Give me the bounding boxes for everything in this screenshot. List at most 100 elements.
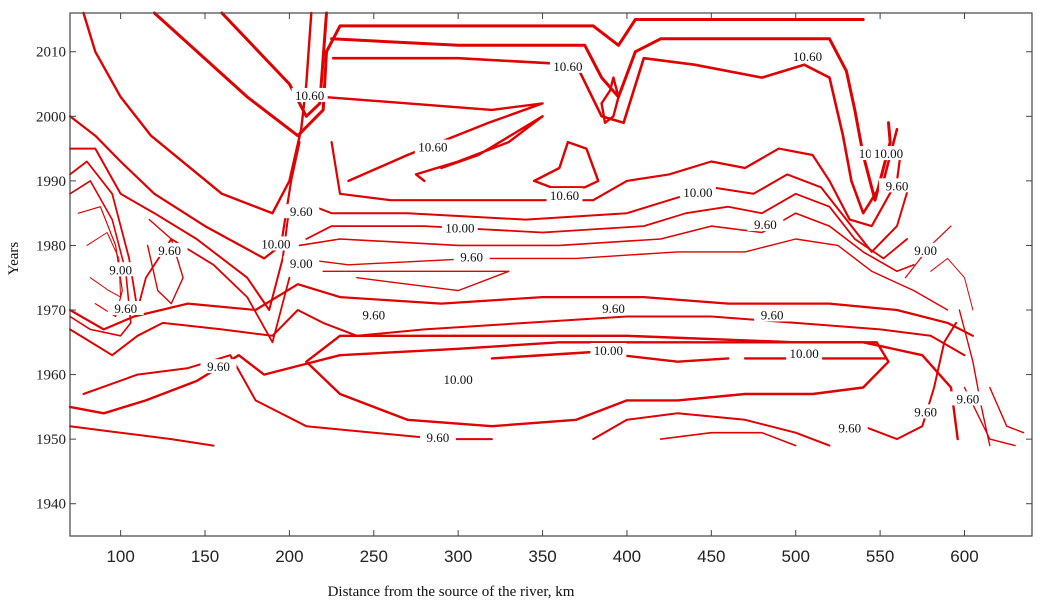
contour-line (989, 386, 1025, 434)
contour-line (68, 115, 301, 260)
contour-label: 9.60 (362, 307, 385, 322)
contour-labels: 10.6010.6010.6010.6010.6010.6010.009.601… (102, 49, 986, 445)
x-tick-label: 350 (528, 547, 556, 566)
contour-label-bg (283, 204, 320, 219)
contour-line (305, 192, 908, 260)
x-tick-label: 250 (360, 547, 388, 566)
contour-line (69, 180, 132, 337)
contour-label-bg (786, 346, 823, 361)
contour-label-bg (414, 139, 451, 154)
contour-label: 9.60 (207, 359, 230, 374)
x-axis: 100 150 200 250 300 350 400 450 500 550 600 (106, 13, 979, 566)
contour-label-bg (590, 342, 627, 357)
contour-line (600, 76, 620, 124)
contour-label-bg (549, 58, 586, 73)
contour-label-bg (789, 49, 826, 64)
contour-line (69, 160, 291, 344)
contour-line (69, 147, 291, 311)
contour-label: 9.00 (290, 256, 313, 271)
contour-label: 9.00 (109, 262, 132, 277)
x-tick-label: 100 (106, 547, 134, 566)
y-tick-label: 1940 (36, 497, 66, 513)
contour-line (146, 218, 184, 305)
contour-label: 10.00 (444, 372, 473, 387)
contour-label-bg (754, 307, 791, 322)
plot-frame (69, 12, 1033, 537)
contour-label-bg (107, 301, 144, 316)
contour-label: 10.00 (874, 146, 903, 161)
contour-label-bg (355, 307, 392, 322)
contour-label: 10.00 (594, 343, 623, 358)
contour-line (862, 321, 958, 441)
contour-label: 9.60 (914, 404, 937, 419)
contour-label: 9.60 (761, 307, 784, 322)
contour-label: 9.60 (754, 217, 777, 232)
x-tick-label: 300 (444, 547, 472, 566)
contour-label-bg (440, 372, 477, 387)
y-axis-title: Years (6, 242, 22, 276)
y-tick-label: 2010 (36, 45, 66, 61)
contour-label: 9.00 (914, 243, 937, 258)
contour-label: 9.60 (460, 249, 483, 264)
x-tick-label: 550 (866, 547, 894, 566)
contour-label: 9.60 (838, 420, 861, 435)
contour-line (298, 212, 915, 273)
contour-label: 9.60 (602, 301, 625, 316)
contour-line (322, 270, 510, 292)
contour-label-bg (870, 146, 907, 161)
contour-label-bg (679, 184, 716, 199)
contour-label-bg (291, 87, 328, 102)
contour-label: 9.60 (114, 301, 137, 316)
x-tick-label: 150 (191, 547, 219, 566)
contour-line (313, 173, 912, 253)
contour-label: 9.60 (427, 430, 450, 445)
contour-label: 9.60 (158, 243, 181, 258)
contour-label-bg (151, 242, 188, 257)
contour-label-bg (200, 359, 237, 374)
contour-line (68, 341, 959, 441)
contour-line (332, 56, 899, 215)
x-tick-label: 400 (613, 547, 641, 566)
x-tick-label: 450 (697, 547, 725, 566)
contour-label-bg (907, 242, 944, 257)
contour-label-bg (747, 217, 784, 232)
contour-label-bg (595, 301, 632, 316)
contour-label: 9.60 (886, 178, 909, 193)
contour-label-bg (419, 430, 456, 445)
contour-line (82, 11, 313, 215)
y-tick-label: 1970 (36, 303, 66, 319)
contour-line (322, 95, 544, 183)
contour-label-bg (102, 262, 139, 277)
contour-label: 10.00 (683, 185, 712, 200)
contour-line (414, 115, 544, 183)
contour-label: 10.00 (790, 346, 819, 361)
contour-label-bg (949, 391, 986, 406)
contour-line (82, 354, 493, 441)
contour-line (86, 232, 122, 298)
contour-label-bg (907, 404, 944, 419)
contour-line (330, 141, 902, 228)
contour-line (592, 412, 831, 447)
contour-line (69, 309, 966, 357)
contour-label-bg (831, 420, 868, 435)
contour-line (958, 309, 991, 447)
contour-line (330, 37, 892, 202)
contour-line (305, 334, 890, 428)
contour-label-bg (546, 188, 583, 203)
contour-line (69, 425, 215, 447)
x-axis-title: Distance from the source of the river, k… (328, 584, 575, 600)
y-tick-label: 1960 (36, 368, 66, 384)
contour-label-bg (441, 220, 478, 235)
contour-label: 10.60 (550, 188, 579, 203)
contour-label: 9.60 (290, 204, 313, 219)
contour-label: 10.60 (418, 140, 447, 155)
contour-label: 10.00 (445, 220, 474, 235)
contour-line (659, 431, 797, 447)
contour-line (930, 257, 974, 311)
contour-label-bg (878, 178, 915, 193)
y-tick-label: 1980 (36, 238, 66, 254)
contour-label: 10.60 (793, 49, 822, 64)
contour-line (532, 140, 600, 189)
y-tick-label: 1950 (36, 432, 66, 448)
